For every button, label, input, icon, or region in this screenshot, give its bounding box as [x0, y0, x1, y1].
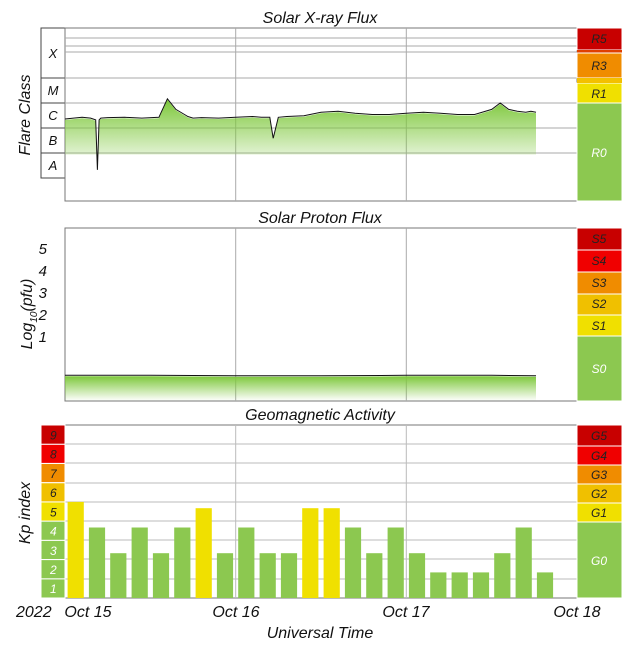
x-axis: 2022 Oct 15 Oct 16 Oct 17 Oct 18 Univers… — [15, 604, 601, 642]
proton-ytick-3: 3 — [39, 285, 48, 302]
kp-bar — [216, 553, 234, 598]
scale-s3-label: S3 — [592, 276, 607, 290]
scale-g0 — [576, 521, 623, 599]
proton-title: Solar Proton Flux — [258, 210, 383, 227]
proton-ytick-4: 4 — [39, 263, 47, 280]
kp-bar — [408, 553, 426, 598]
scale-s2-label: S2 — [592, 297, 607, 311]
scale-g5-label: G5 — [591, 429, 607, 443]
kp-bar — [88, 527, 106, 598]
class-label-m: M — [48, 83, 59, 98]
scale-r-gap2 — [577, 78, 622, 83]
x-tick-oct15: Oct 15 — [64, 604, 111, 621]
kp-level-label-6: 6 — [50, 486, 57, 500]
class-label-a: A — [48, 158, 58, 173]
kp-bar — [280, 553, 298, 598]
scale-r-gap — [577, 50, 622, 53]
scale-r3-label: R3 — [591, 59, 607, 73]
kp-bar — [430, 572, 447, 598]
kp-level-label-7: 7 — [50, 467, 58, 481]
kp-plot-area — [64, 424, 578, 599]
kp-level-label-4: 4 — [50, 525, 57, 539]
scale-r0 — [576, 102, 623, 202]
scale-g4-label: G4 — [591, 449, 607, 463]
proton-ylabel-rest: (pfu) — [19, 279, 36, 312]
kp-bar — [238, 527, 255, 598]
kp-bar — [536, 572, 554, 598]
proton-plot-area — [64, 227, 578, 402]
kp-level-label-1: 1 — [50, 582, 57, 596]
proton-ytick-1: 1 — [39, 329, 47, 346]
kp-level-9 — [40, 424, 66, 445]
proton-flux-fill — [65, 376, 536, 401]
scale-r0-label: R0 — [591, 146, 607, 160]
x-axis-label: Universal Time — [267, 625, 374, 642]
kp-bar — [302, 508, 319, 598]
proton-panel: Solar Proton Flux Log10(pfu) 1 2 3 4 5 S… — [19, 210, 623, 402]
proton-ytick-5: 5 — [39, 241, 48, 258]
kp-level-scale: 1 2 3 4 5 6 7 8 9 — [40, 424, 66, 599]
class-label-c: C — [48, 108, 58, 123]
x-tick-oct18: Oct 18 — [553, 604, 600, 621]
kp-bar — [472, 572, 490, 598]
proton-flux-line — [65, 374, 537, 377]
scale-g1-label: G1 — [591, 506, 607, 520]
kp-bar — [152, 553, 170, 598]
proton-yticks: 1 2 3 4 5 — [38, 241, 48, 346]
kp-level-label-2: 2 — [49, 563, 57, 577]
scale-s0-label: S0 — [592, 362, 607, 376]
kp-bar — [110, 553, 127, 598]
scale-g2-label: G2 — [591, 487, 607, 501]
scale-r3 — [576, 52, 623, 79]
proton-ylabel-main: Log — [19, 323, 36, 350]
kp-bar — [259, 553, 276, 598]
kp-bar — [366, 553, 383, 598]
x-tick-oct16: Oct 16 — [212, 604, 259, 621]
kp-bar — [515, 527, 532, 598]
kp-ylabel: Kp index — [17, 481, 34, 544]
kp-bar — [323, 508, 340, 598]
xray-panel: Solar X-ray Flux Flare Class X M C B A — [17, 10, 623, 202]
kp-bar — [494, 553, 511, 598]
kp-bar — [344, 527, 362, 598]
scale-r1-label: R1 — [591, 87, 606, 101]
proton-ylabel-sub: 10 — [29, 311, 40, 323]
xray-flux-fill — [65, 99, 536, 171]
kp-scale: G5 G4 G3 G2 G1 G0 — [576, 424, 623, 599]
scale-r5-label: R5 — [591, 32, 607, 46]
kp-panel: Geomagnetic Activity Kp index 123456789 … — [17, 407, 623, 599]
class-label-b: B — [49, 133, 58, 148]
x-tick-oct17: Oct 17 — [382, 604, 430, 621]
kp-level-label-8: 8 — [50, 448, 57, 462]
proton-grid — [235, 228, 407, 401]
xray-flux-line — [64, 97, 537, 170]
kp-grid — [65, 425, 577, 598]
proton-scale: S5 S4 S3 S2 S1 S0 — [576, 227, 623, 402]
scale-s5-label: S5 — [592, 232, 607, 246]
scale-s0 — [576, 335, 623, 402]
kp-bar — [451, 572, 468, 598]
xray-ylabel: Flare Class — [17, 75, 34, 156]
scale-s4-label: S4 — [592, 254, 607, 268]
kp-level-label-5: 5 — [50, 505, 57, 519]
scale-s1-label: S1 — [592, 319, 607, 333]
proton-ytick-2: 2 — [38, 307, 48, 324]
xray-scale: R5 R3 R1 R0 — [576, 27, 623, 202]
kp-bar — [195, 508, 212, 598]
xray-title: Solar X-ray Flux — [263, 10, 379, 27]
scale-g3-label: G3 — [591, 468, 607, 482]
kp-bar — [387, 527, 404, 598]
kp-bars — [67, 501, 554, 598]
kp-level-label-9: 9 — [50, 428, 57, 442]
kp-bar — [67, 501, 84, 598]
class-label-x: X — [48, 46, 59, 61]
kp-level-label-3: 3 — [50, 544, 57, 558]
kp-bar — [174, 527, 191, 598]
proton-ylabel: Log10(pfu) — [19, 279, 40, 350]
kp-title: Geomagnetic Activity — [245, 407, 396, 424]
scale-g0-label: G0 — [591, 554, 607, 568]
x-year-label: 2022 — [15, 604, 52, 621]
kp-bar — [131, 527, 148, 598]
